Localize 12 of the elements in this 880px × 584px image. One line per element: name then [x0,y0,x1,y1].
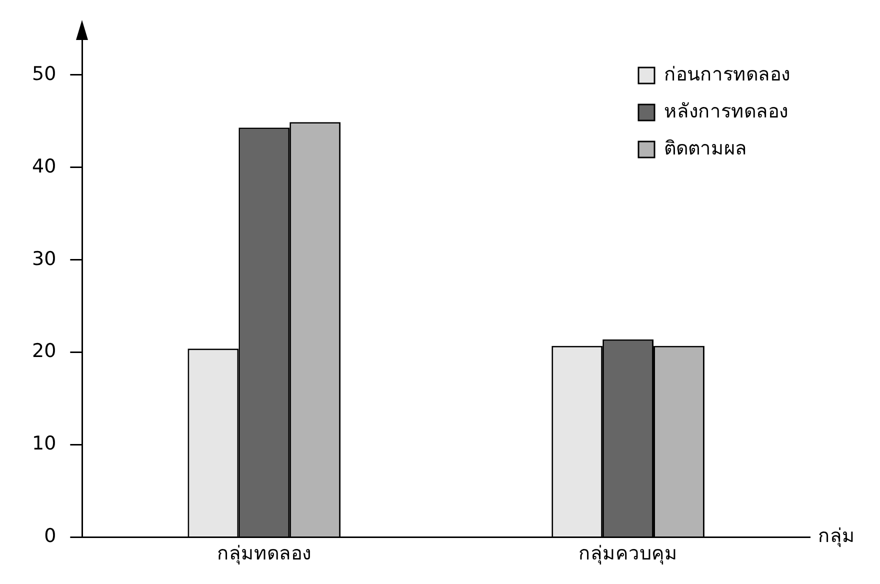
y-tick-label: 40 [32,155,56,178]
y-tick-label: 20 [32,340,56,362]
legend-label: ติดตามผล [664,137,747,160]
y-tick-label: 30 [32,248,56,270]
x-tick-label: กลุ่มควบคุม [578,542,678,566]
x-axis-title: กลุ่ม [818,525,855,548]
y-tick-label: 0 [44,525,56,548]
legend-label: ก่อนการทดลอง [664,63,790,86]
x-tick-label: กลุ่มทดลอง [217,542,312,566]
legend-label: หลังการทดลอง [664,100,788,122]
y-tick-label: 10 [32,432,56,455]
y-tick-label: 50 [32,62,56,85]
